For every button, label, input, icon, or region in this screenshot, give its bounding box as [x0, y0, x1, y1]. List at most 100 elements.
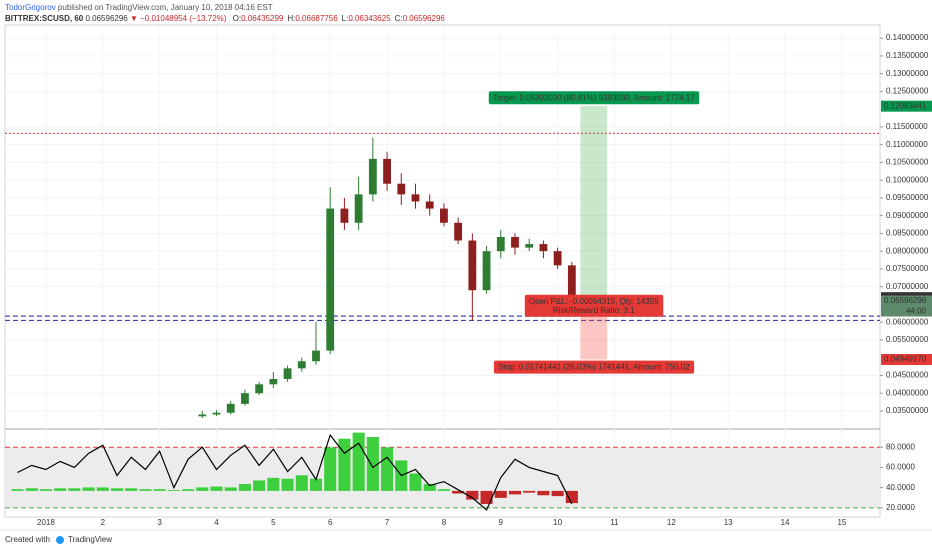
ohlc-label: O:	[233, 14, 241, 23]
candle-body	[269, 379, 278, 385]
ohlc-value: 0.06343625	[348, 14, 391, 23]
x-tick-label: 12	[667, 518, 676, 527]
x-tick-label: 4	[214, 518, 219, 527]
y-tick-label: 80.0000	[886, 442, 915, 451]
candle-body	[553, 251, 562, 266]
pnl-label: Open P&L: -0.00094315, Qty: 14355	[529, 297, 659, 306]
candle-body	[440, 208, 448, 223]
y-tick-label: 0.03500000	[886, 406, 929, 415]
histogram-bar	[437, 489, 450, 491]
histogram-bar	[68, 488, 81, 491]
y-tick-label: 0.04500000	[886, 371, 929, 380]
y-tick-label: 0.11000000	[886, 140, 928, 149]
logo-icon	[56, 536, 64, 544]
x-tick-label: 7	[385, 518, 390, 527]
symbol: BITTREX:SCUSD, 60	[5, 14, 84, 23]
candle-body	[226, 403, 235, 413]
ohlc-label: H:	[287, 14, 295, 23]
candle-body	[511, 236, 519, 248]
y-tick-label: 0.08500000	[886, 229, 929, 238]
y-tick-label: 20.0000	[886, 503, 915, 512]
candle-body	[425, 201, 434, 209]
y-tick-label: 0.05500000	[886, 335, 929, 344]
last-price: 0.06596296	[85, 14, 128, 23]
y-tick-label: 0.13500000	[886, 51, 929, 60]
candle-body	[482, 251, 491, 291]
candle-body	[212, 412, 221, 415]
candle-body	[312, 350, 320, 362]
candle-body	[525, 244, 534, 248]
x-tick-label: 2	[101, 518, 106, 527]
candle-body	[255, 384, 264, 394]
histogram-bar	[267, 477, 280, 491]
change-arrow: ▼	[130, 14, 138, 23]
y-tick-label: 0.08000000	[886, 246, 929, 255]
candle-body	[383, 158, 391, 184]
x-tick-label: 8	[442, 518, 447, 527]
band	[5, 447, 880, 508]
y-tick-label: 0.13000000	[886, 69, 929, 78]
histogram-bar	[423, 483, 436, 491]
rr-label: Risk/Reward Ratio: 3.1	[553, 306, 635, 315]
y-tick-label: 0.10000000	[886, 175, 929, 184]
histogram-bar	[295, 475, 308, 491]
price-badge	[881, 295, 932, 307]
ohlc-label: L:	[342, 14, 349, 23]
footer-brand[interactable]: TradingView	[68, 535, 112, 544]
x-tick-label: 3	[157, 518, 162, 527]
y-tick-label: 0.10500000	[886, 158, 929, 167]
candle-body	[567, 265, 576, 301]
histogram-bar	[466, 490, 479, 500]
candle-body	[454, 222, 463, 241]
histogram-bar	[452, 490, 465, 494]
header-line1: TodorGrigorov published on TradingView.c…	[5, 3, 273, 12]
histogram-bar	[196, 487, 209, 491]
histogram-bar	[281, 478, 294, 491]
countdown: 44:00	[906, 307, 927, 316]
histogram-bar	[309, 478, 323, 491]
oscillator-line	[17, 433, 573, 511]
y-tick-label: 40.0000	[886, 483, 915, 492]
histogram-bar	[96, 487, 109, 491]
y-tick-label: 60.0000	[886, 463, 915, 472]
label-box	[488, 91, 700, 105]
histogram-bar	[182, 489, 195, 491]
candle-body	[496, 236, 505, 252]
x-tick-label: 9	[499, 518, 504, 527]
candle-body	[340, 208, 349, 223]
histogram-bar	[110, 488, 124, 491]
histogram-bar	[82, 487, 95, 491]
histogram-bar	[381, 447, 394, 491]
histogram-bar	[324, 447, 337, 491]
histogram-bar	[54, 488, 67, 491]
y-tick-label: 0.07500000	[886, 264, 929, 273]
price-badge-label: 0.04949170	[884, 355, 927, 364]
x-tick-label: 15	[837, 518, 846, 527]
ohlc-value: 0.06687756	[295, 14, 338, 23]
candle-body	[283, 368, 292, 380]
histogram-bar	[167, 490, 180, 491]
histogram-bar	[39, 489, 52, 491]
histogram-bar	[508, 490, 522, 495]
y-tick-label: 0.14000000	[886, 33, 929, 42]
ohlc-value: 0.06596296	[403, 14, 446, 23]
histogram-bar	[224, 487, 237, 491]
y-tick-label: 0.04000000	[886, 388, 929, 397]
countdown-badge	[881, 306, 932, 317]
x-tick-label: 6	[328, 518, 333, 527]
y-tick-label: 0.07000000	[886, 282, 929, 291]
published: published on TradingView.com, January 10…	[58, 3, 273, 12]
candle-body	[368, 158, 377, 195]
author[interactable]: TodorGrigorov	[5, 3, 56, 12]
candle-body	[198, 414, 207, 417]
histogram-bar	[125, 488, 138, 491]
x-tick-label: 13	[724, 518, 733, 527]
target-label: Target: 0.05393030 (80.61%) 5393030, Amo…	[493, 93, 695, 102]
header-line2: BITTREX:SCUSD, 60 0.06596296 ▼ −0.010489…	[5, 14, 445, 23]
candle-body	[411, 194, 420, 202]
histogram-bar	[366, 436, 379, 491]
pnl-box	[524, 294, 664, 317]
x-tick-label: 5	[271, 518, 276, 527]
ohlc-label: C:	[395, 14, 403, 23]
x-tick-label: 11	[610, 518, 619, 527]
